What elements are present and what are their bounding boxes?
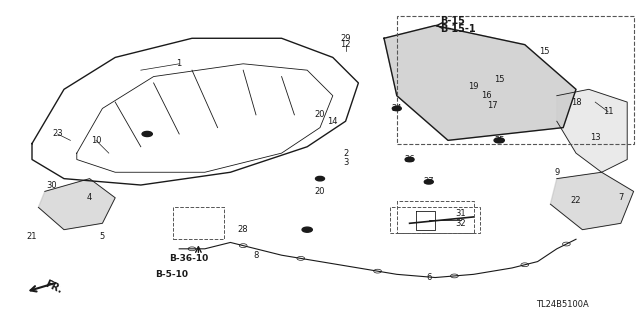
Bar (397, 16, 634, 144)
Text: 1: 1 (177, 59, 182, 68)
Bar (390, 207, 480, 233)
Text: 17: 17 (488, 101, 498, 110)
Text: 23: 23 (52, 130, 63, 138)
Bar (173, 207, 224, 239)
Text: 6: 6 (426, 273, 431, 282)
Text: 4: 4 (87, 193, 92, 202)
Text: 29: 29 (340, 34, 351, 43)
Text: 12: 12 (340, 40, 351, 49)
Text: 24: 24 (392, 104, 402, 113)
Text: 11: 11 (603, 107, 613, 116)
Text: FR.: FR. (44, 279, 64, 295)
Text: 19: 19 (468, 82, 479, 91)
Circle shape (316, 176, 324, 181)
Text: B-5-10: B-5-10 (155, 270, 188, 278)
Text: 26: 26 (404, 155, 415, 164)
Text: 7: 7 (618, 193, 623, 202)
Text: 21: 21 (27, 232, 37, 241)
Circle shape (494, 138, 504, 143)
Text: 14: 14 (328, 117, 338, 126)
Text: 8: 8 (253, 251, 259, 260)
Text: 15: 15 (494, 75, 504, 84)
Circle shape (424, 180, 433, 184)
Text: 15: 15 (539, 47, 549, 56)
Text: 31: 31 (456, 209, 466, 218)
Text: 9: 9 (554, 168, 559, 177)
Text: 20: 20 (315, 110, 325, 119)
Circle shape (142, 131, 152, 137)
Text: TL24B5100A: TL24B5100A (536, 300, 589, 309)
Text: B-36-10: B-36-10 (169, 254, 209, 263)
Text: B-15-1: B-15-1 (440, 24, 476, 34)
Text: 25: 25 (494, 136, 504, 145)
Polygon shape (550, 172, 634, 230)
Text: 2: 2 (343, 149, 348, 158)
Text: 28: 28 (238, 225, 248, 234)
Text: B-15: B-15 (440, 16, 465, 26)
Polygon shape (557, 89, 627, 172)
Polygon shape (384, 26, 576, 140)
Circle shape (302, 227, 312, 232)
Bar (397, 201, 474, 233)
Text: 13: 13 (590, 133, 600, 142)
Text: 16: 16 (481, 91, 492, 100)
Text: 32: 32 (456, 219, 466, 228)
Text: 20: 20 (315, 187, 325, 196)
Text: 30: 30 (46, 181, 56, 189)
Text: 10: 10 (91, 136, 101, 145)
Circle shape (392, 106, 401, 111)
Text: 5: 5 (100, 232, 105, 241)
Text: 18: 18 (571, 98, 581, 107)
Text: 27: 27 (424, 177, 434, 186)
Text: 22: 22 (571, 197, 581, 205)
Circle shape (405, 157, 414, 162)
Polygon shape (38, 179, 115, 230)
Text: 3: 3 (343, 158, 348, 167)
